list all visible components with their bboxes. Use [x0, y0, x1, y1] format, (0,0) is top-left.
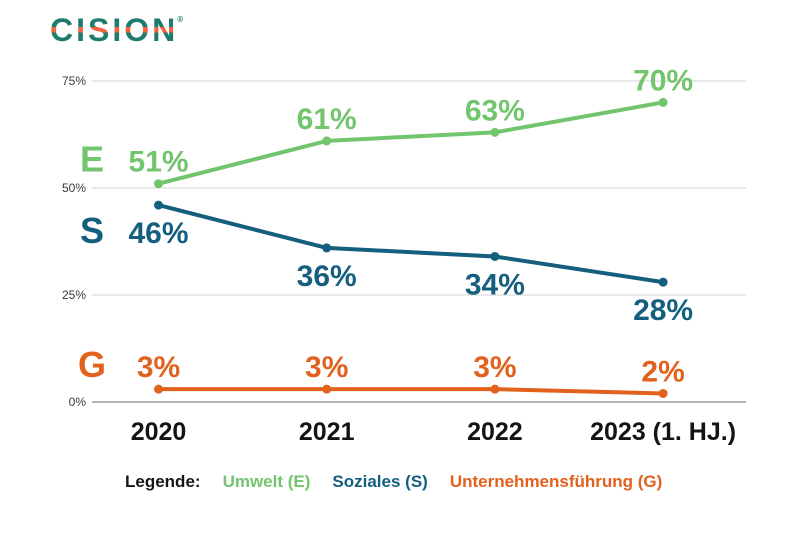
- data-point: [658, 277, 668, 287]
- x-axis-category-label: 2023 (1. HJ.): [590, 418, 736, 446]
- y-axis-tick-label: 25%: [62, 288, 86, 302]
- data-point: [322, 384, 332, 394]
- cision-logo: CISION®: [50, 14, 184, 46]
- series-letter-e: E: [80, 139, 104, 180]
- x-axis-category-label: 2021: [299, 418, 355, 446]
- series-line-g: [156, 387, 666, 396]
- data-point: [154, 179, 163, 189]
- series-letter-g: G: [78, 344, 106, 385]
- series-line-e: [156, 100, 666, 186]
- data-point: [154, 384, 163, 394]
- value-label: 3%: [473, 351, 516, 384]
- x-axis-category-label: 2020: [131, 418, 187, 446]
- y-axis-tick-label: 50%: [62, 181, 86, 195]
- data-point: [658, 97, 668, 107]
- y-axis-tick-label: 0%: [69, 395, 87, 409]
- chart-legend: Legende: Umwelt (E) Soziales (S) Unternehm…: [125, 472, 662, 492]
- legend-item: Unternehmensführung (G): [449, 472, 663, 491]
- data-point: [322, 136, 332, 146]
- cision-logo-text: CISION: [50, 12, 179, 48]
- series-line-s: [156, 203, 666, 285]
- data-point: [154, 200, 163, 210]
- legend-item: Umwelt (E): [222, 472, 311, 491]
- data-point: [490, 251, 500, 261]
- value-label: 61%: [297, 103, 357, 136]
- legend-title: Legende:: [125, 472, 201, 491]
- series-letter-s: S: [80, 210, 104, 251]
- legend-item: Soziales (S): [332, 472, 428, 491]
- x-axis-category-label: 2022: [467, 418, 523, 446]
- value-label: 2%: [641, 355, 684, 388]
- value-label: 36%: [297, 260, 357, 293]
- value-label: 28%: [633, 294, 693, 327]
- registered-trademark-icon: ®: [177, 15, 184, 24]
- value-label: 63%: [465, 94, 525, 127]
- value-label: 34%: [465, 268, 525, 301]
- y-axis-tick-label: 75%: [62, 74, 86, 88]
- value-label: 3%: [137, 351, 180, 384]
- data-point: [322, 243, 332, 253]
- data-point: [490, 384, 500, 394]
- data-point: [658, 388, 668, 398]
- value-label: 51%: [128, 146, 188, 179]
- data-point: [490, 127, 500, 137]
- value-label: 70%: [633, 64, 693, 97]
- value-label: 3%: [305, 351, 348, 384]
- value-label: 46%: [128, 217, 188, 250]
